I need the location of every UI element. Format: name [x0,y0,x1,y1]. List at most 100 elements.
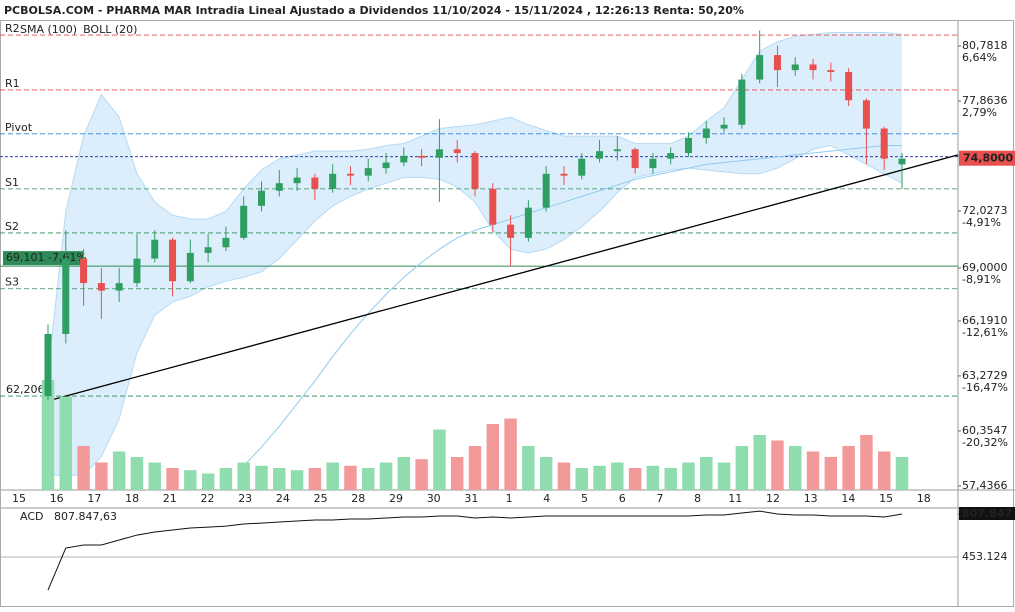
marker-label: 69,101 -7,61% [6,251,87,264]
volume-bar [486,424,500,490]
candle-body [862,100,870,129]
level-label: S3 [5,276,19,289]
candle-body [293,177,301,184]
volume-bar [575,468,588,490]
candle-body [649,158,657,169]
x-tick-label: 22 [201,492,215,505]
candle-body [44,333,52,397]
candle-body [827,70,835,73]
volume-bar [77,446,90,490]
candle-body [186,252,194,282]
volume-bar [753,435,766,490]
volume-bar [682,462,695,490]
volume-bar [290,470,304,490]
volume-bar [557,462,571,490]
panel-value: 807.847,63 [54,510,117,523]
candle-body [756,55,764,80]
level-label: S2 [5,220,19,233]
candle-body [329,173,337,189]
level-label: S1 [5,176,19,189]
candle-body [346,173,354,176]
volume-bar [362,468,375,490]
x-tick-label: 7 [656,492,663,505]
volume-bar [415,459,428,490]
candle-body [791,64,799,71]
legend-entry: BOLL (20) [83,23,137,36]
x-tick-label: 18 [917,492,931,505]
x-tick-label: 12 [766,492,780,505]
candle-body [685,137,692,154]
y-tick-label: 807.847 [962,507,1012,520]
y-tick-label: 77,8636 [962,94,1008,107]
volume-bar [593,465,606,490]
x-tick-label: 29 [389,492,403,505]
x-tick-label: 6 [619,492,626,505]
candle-body [222,237,230,248]
candle-body [151,239,159,259]
volume-bar [842,446,855,490]
candle-body [400,155,408,163]
x-tick-label: 11 [728,492,742,505]
volume-bar [112,451,126,490]
candle-body [204,247,212,253]
level-label: Pivot [5,121,33,134]
candle-body [471,153,479,189]
volume-bar [41,380,55,490]
volume-bar [308,468,322,490]
candle-body [364,168,372,176]
candle-body [169,239,177,282]
candle-body [720,124,728,129]
y-tick-label: 80,7818 [962,39,1008,52]
sma-line [243,145,902,467]
candle-body [507,224,515,238]
volume-bar [255,465,268,490]
y-tick-percent: 6,64% [962,51,997,64]
volume-bar [59,396,73,490]
x-tick-label: 23 [238,492,252,505]
candle-body [560,173,568,176]
x-tick-label: 30 [427,492,441,505]
x-tick-label: 14 [841,492,855,505]
x-tick-label: 8 [694,492,701,505]
x-tick-label: 15 [879,492,893,505]
x-tick-label: 17 [87,492,101,505]
x-tick-label: 13 [804,492,818,505]
volume-bar [539,457,553,490]
trendline [47,154,959,402]
volume-bar [611,462,624,490]
y-tick-label: 57,4366 [962,479,1008,492]
volume-bar [522,446,535,490]
candle-body [578,158,586,176]
volume-bar [379,462,393,490]
volume-bar [219,468,233,490]
chart-title: PCBOLSA.COM - PHARMA MAR Intradia Lineal… [4,4,744,17]
y-tick-percent: -20,32% [962,436,1008,449]
candle-body [524,207,532,238]
volume-bar [895,457,909,490]
candle-body [62,258,70,334]
volume-bar [130,457,144,490]
x-tick-label: 31 [464,492,478,505]
x-tick-label: 16 [50,492,64,505]
x-tick-label: 24 [276,492,290,505]
candle-body [97,283,105,291]
y-tick-label: 72,0273 [962,204,1008,217]
volume-bar [433,429,446,490]
y-tick-percent: -4,91% [962,216,1001,229]
candle-body [240,205,248,238]
volume-bar [468,446,482,490]
volume-bar [148,462,161,490]
candle-body [809,64,817,71]
candle-body [667,153,675,159]
candle-body [738,79,746,125]
y-tick-percent: -8,91% [962,273,1001,286]
panel-name: ACD [20,510,43,523]
volume-bar [628,468,642,490]
candle-body [115,283,123,291]
x-tick-label: 28 [351,492,365,505]
volume-bar [789,446,802,490]
candle-body [596,151,604,159]
volume-bar [273,468,286,490]
y-tick-percent: -16,47% [962,381,1008,394]
